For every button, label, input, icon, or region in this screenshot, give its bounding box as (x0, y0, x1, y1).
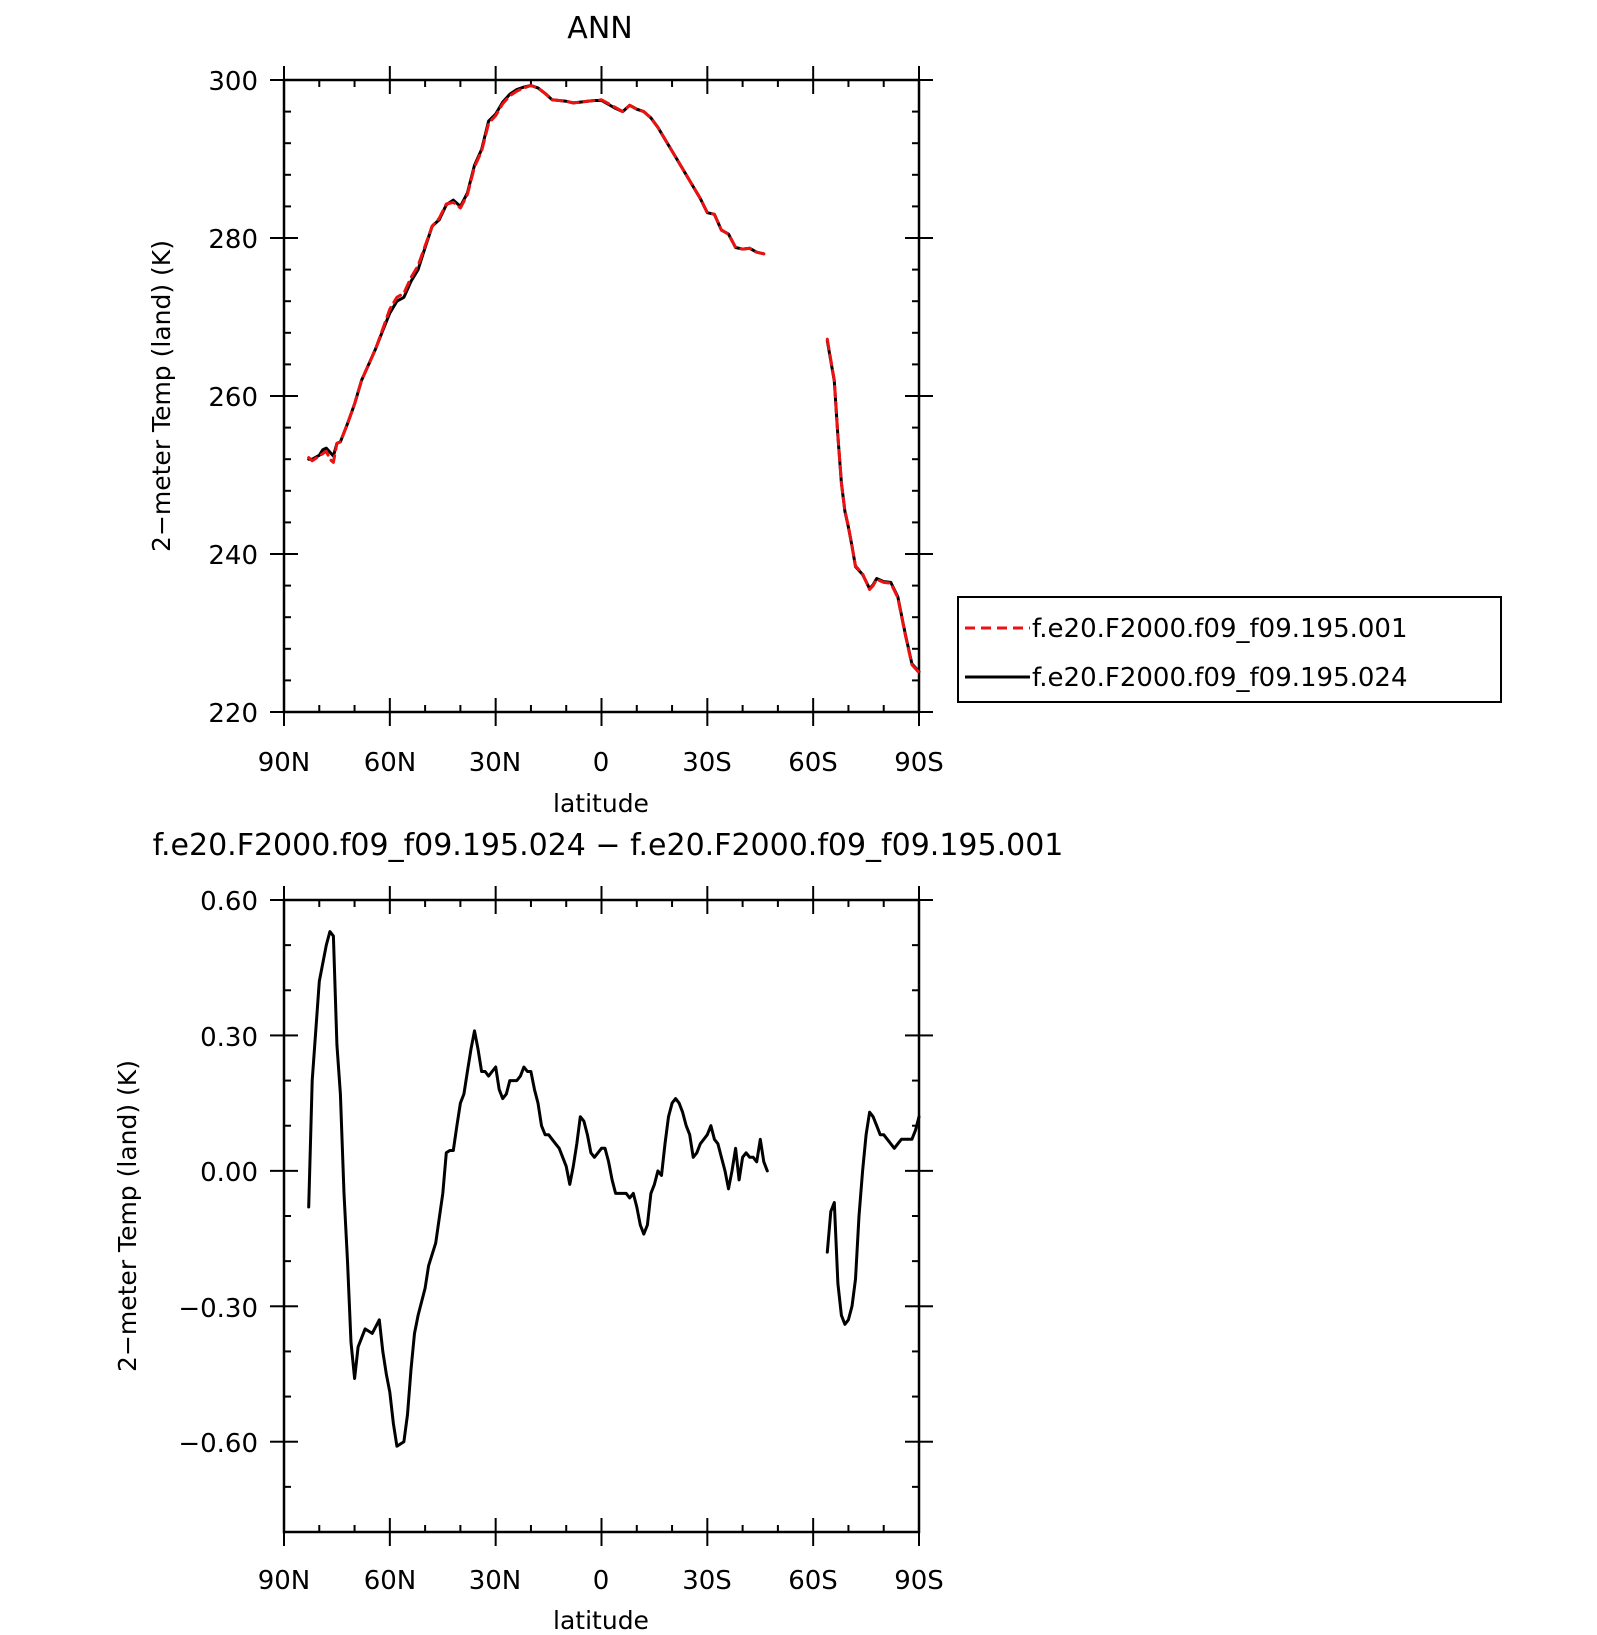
panel-bottom-xtick-label: 30N (469, 1566, 522, 1596)
panel-top-xtick-label: 90N (258, 748, 311, 778)
panel-top-title: ANN (567, 11, 632, 46)
panel-top-xaxis-label: latitude (553, 789, 649, 818)
panel-top-xtick-label: 30S (682, 748, 732, 778)
panel-top-xtick-label: 90S (894, 748, 944, 778)
panel-bottom-xtick-label: 0 (593, 1566, 610, 1596)
panel-bottom-xtick-label: 30S (682, 1566, 732, 1596)
panel-top-xtick-label: 30N (469, 748, 522, 778)
panel-top-series-red-dashed-segment-1 (307, 84, 766, 464)
panel-top-ytick-label: 260 (208, 383, 258, 413)
panel-top-ticks (270, 66, 933, 726)
panel-bottom-xtick-label: 90N (258, 1566, 311, 1596)
panel-bottom-xtick-label: 60N (364, 1566, 417, 1596)
panel-top-series-red-dashed-segment-2 (825, 337, 921, 674)
panel-top-xtick-label: 60N (364, 748, 417, 778)
panel-bottom-yaxis-label: 2−meter Temp (land) (K) (113, 1060, 142, 1372)
panel-top-series-black-solid-segment-2 (825, 339, 921, 674)
panel-bottom-ytick-label: 0.30 (200, 1023, 258, 1053)
panel-bottom-title: f.e20.F2000.f09_f09.195.024 − f.e20.F200… (153, 828, 1064, 863)
panel-bottom-ytick-label: −0.30 (178, 1294, 258, 1324)
legend-frame (957, 596, 1502, 703)
panel-top-xtick-label: 0 (593, 748, 610, 778)
panel-bottom-xaxis-label: latitude (553, 1606, 649, 1635)
panel-top-series (307, 84, 921, 674)
panel-bottom-series-black-solid-segment-2 (825, 1110, 921, 1326)
panel-top-xtick-label: 60S (788, 748, 838, 778)
panel-top-ytick-label: 240 (208, 541, 258, 571)
panel-top-series-black-solid-segment-1 (307, 84, 766, 461)
legend-label: f.e20.F2000.f09_f09.195.001 (1032, 614, 1408, 644)
panel-top-ytick-label: 280 (208, 225, 258, 255)
panel-bottom: f.e20.F2000.f09_f09.195.024 − f.e20.F200… (113, 828, 1063, 1635)
panel-top-yaxis-label: 2−meter Temp (land) (K) (147, 240, 176, 552)
panel-bottom-ytick-label: 0.60 (200, 887, 258, 917)
panel-bottom-series-black-solid-segment-1 (307, 930, 769, 1448)
panel-bottom-plot-frame (282, 898, 921, 1534)
legend: f.e20.F2000.f09_f09.195.001 f.e20.F2000.… (957, 596, 1502, 703)
panel-top-ytick-label: 220 (208, 699, 258, 729)
panel-top-plot-frame (282, 78, 921, 714)
panel-bottom-ticks (270, 886, 933, 1546)
panel-top: ANN 300 280 260 240 220 90N 60N 30N 0 30… (147, 11, 1502, 818)
panel-bottom-xtick-label: 60S (788, 1566, 838, 1596)
panel-bottom-series (307, 930, 921, 1448)
panel-top-ytick-label: 300 (208, 67, 258, 97)
legend-label: f.e20.F2000.f09_f09.195.024 (1032, 663, 1408, 693)
panel-bottom-ytick-label: −0.60 (178, 1429, 258, 1459)
panel-bottom-ytick-label: 0.00 (200, 1158, 258, 1188)
panel-bottom-xtick-label: 90S (894, 1566, 944, 1596)
